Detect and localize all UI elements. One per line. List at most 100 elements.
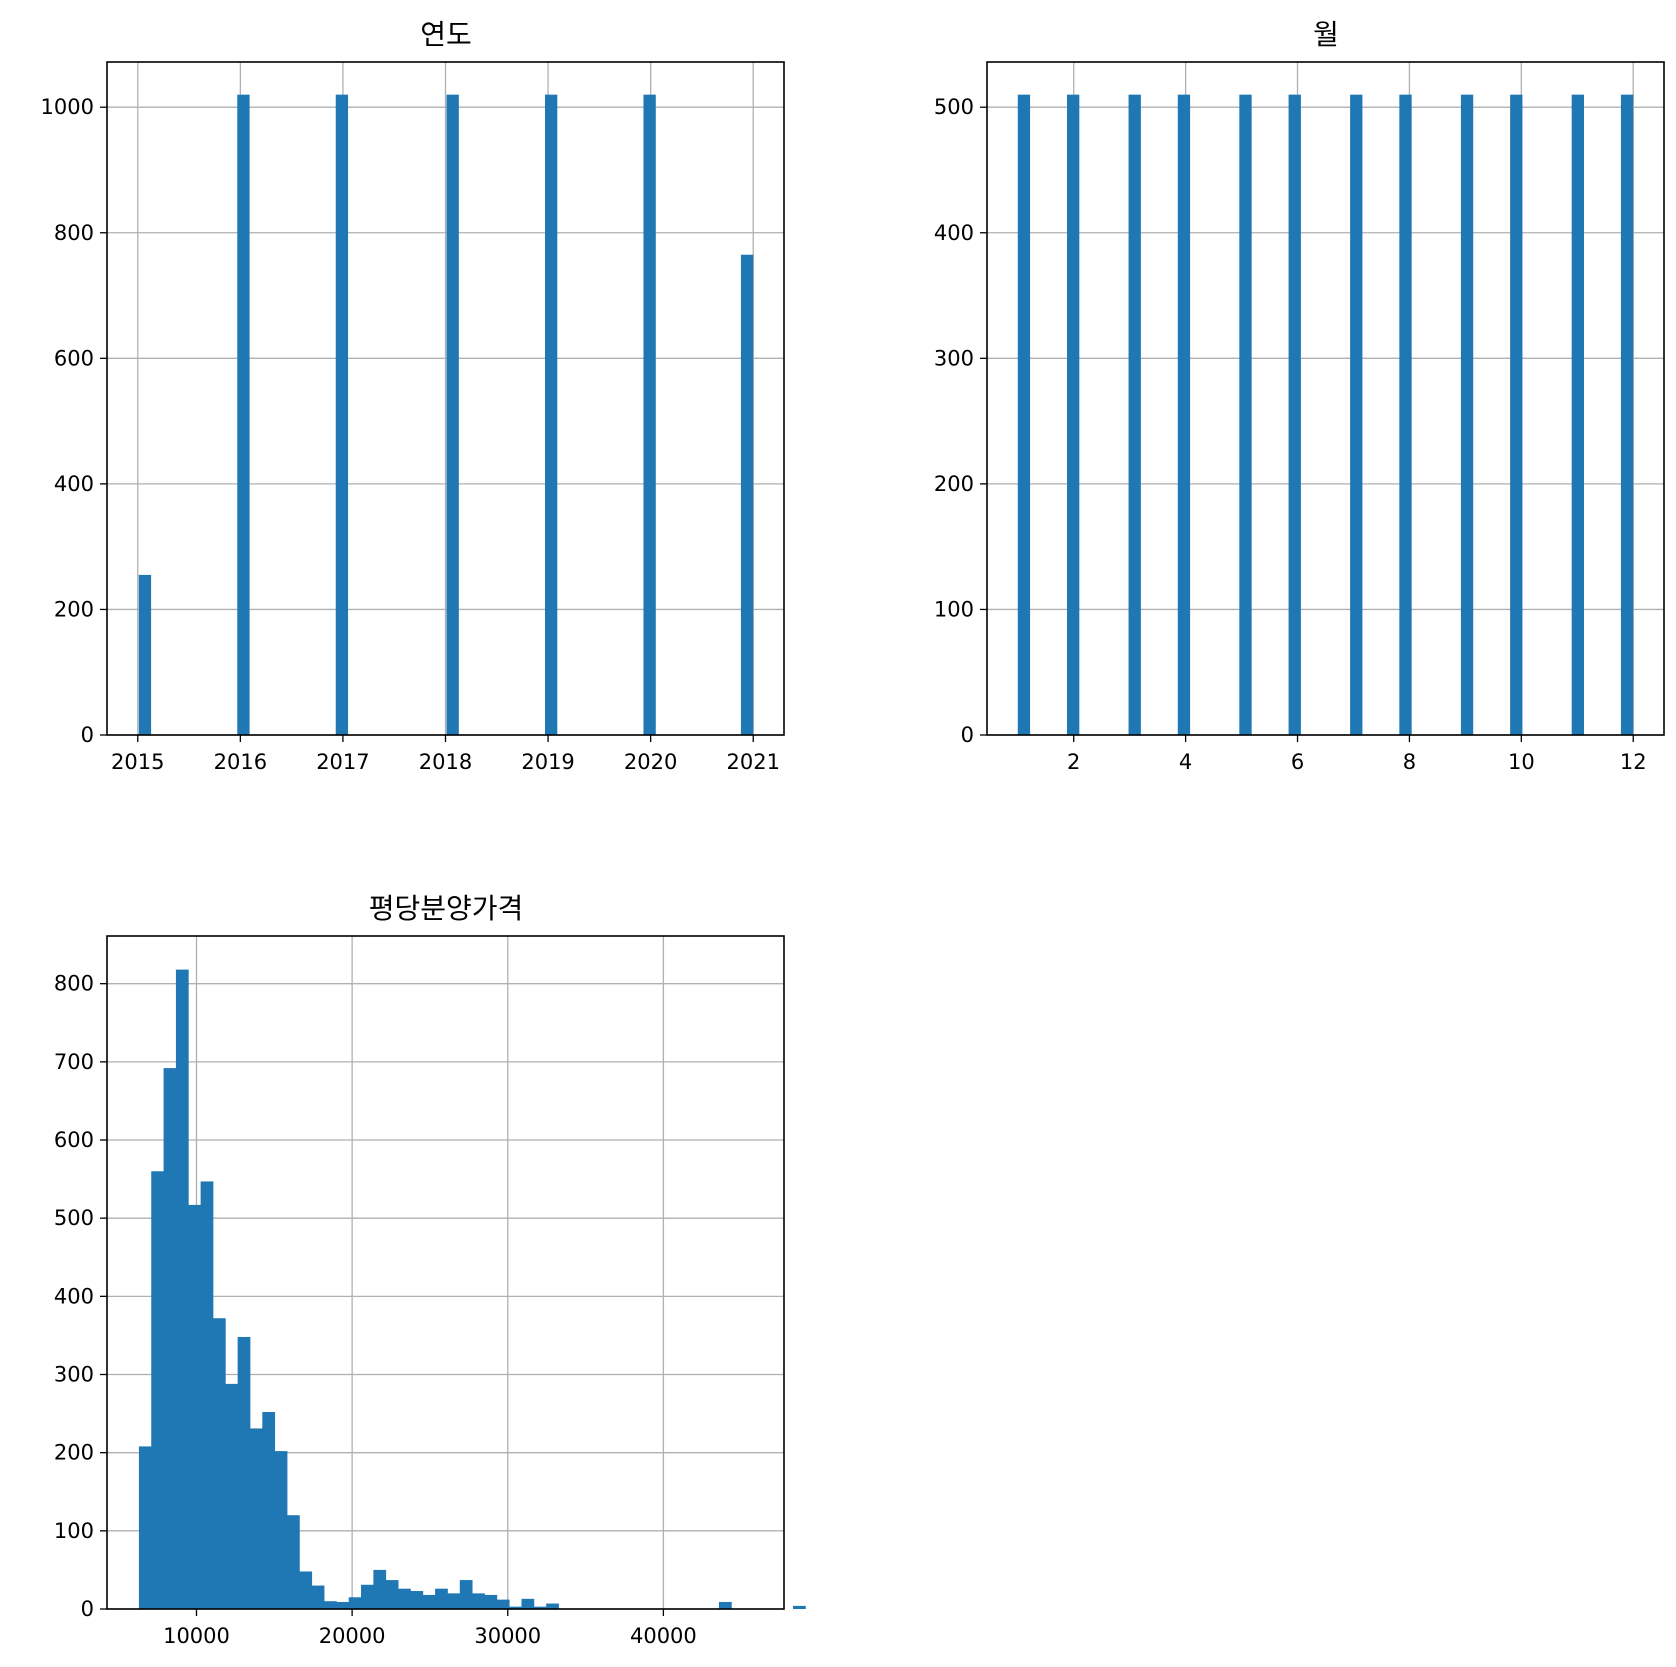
price-bar bbox=[299, 1571, 313, 1609]
month-bar bbox=[1571, 94, 1584, 736]
price-xtick-label: 10000 bbox=[163, 1624, 230, 1648]
price-bar bbox=[447, 1593, 461, 1609]
price-ytick-label: 400 bbox=[54, 1284, 94, 1308]
month-ytick-label: 200 bbox=[934, 472, 974, 496]
price-bar bbox=[138, 1446, 152, 1609]
price-bar bbox=[373, 1569, 387, 1609]
month-xtick-label: 4 bbox=[1179, 750, 1192, 774]
year-histogram-panel: 연도 2015 2016 2017 2018 2019 2020 2021 0 200 400 60… bbox=[41, 18, 785, 774]
month-axes-frame bbox=[986, 61, 1665, 736]
price-bar bbox=[521, 1598, 535, 1609]
price-axes-frame bbox=[106, 935, 785, 1610]
month-ytick-label: 0 bbox=[961, 723, 974, 747]
price-bar bbox=[336, 1601, 350, 1609]
month-bar bbox=[1067, 94, 1080, 736]
price-bar bbox=[546, 1603, 559, 1609]
price-bar bbox=[459, 1580, 473, 1609]
price-bar bbox=[262, 1412, 276, 1609]
price-per-pyeong-histogram-panel: 평당분양가격 10000 20000 30000 40000 0 100 200 300 400… bbox=[54, 892, 806, 1648]
month-bar bbox=[1510, 94, 1523, 736]
price-ytick-label: 100 bbox=[54, 1519, 94, 1543]
price-bar bbox=[274, 1451, 288, 1609]
year-xtick-label: 2017 bbox=[316, 750, 369, 774]
year-xtick-label: 2016 bbox=[214, 750, 267, 774]
year-bar bbox=[643, 94, 656, 736]
price-bar bbox=[249, 1428, 263, 1609]
price-bar bbox=[472, 1593, 485, 1609]
month-bar bbox=[1399, 94, 1412, 736]
month-ytick-label: 400 bbox=[934, 221, 974, 245]
month-xtick-label: 8 bbox=[1403, 750, 1416, 774]
year-xtick-label: 2018 bbox=[419, 750, 472, 774]
price-bar bbox=[163, 1068, 177, 1609]
price-bar bbox=[496, 1599, 510, 1609]
price-bar bbox=[398, 1588, 411, 1609]
price-ytick-label: 700 bbox=[54, 1050, 94, 1074]
month-bar bbox=[1620, 94, 1634, 736]
month-bar bbox=[1239, 94, 1252, 736]
price-bar bbox=[348, 1597, 362, 1609]
price-xtick-label: 40000 bbox=[630, 1624, 697, 1648]
month-xtick-label: 12 bbox=[1620, 750, 1647, 774]
month-bar bbox=[1350, 94, 1363, 736]
price-bar bbox=[533, 1606, 547, 1609]
month-histogram-panel: 월 2 4 6 8 10 12 0 100 200 300 400 500 bbox=[934, 18, 1665, 774]
price-bar bbox=[410, 1591, 424, 1609]
price-bar bbox=[324, 1601, 337, 1609]
year-ytick-label: 800 bbox=[54, 221, 94, 245]
month-ytick-label: 500 bbox=[934, 95, 974, 119]
year-bar bbox=[237, 94, 250, 736]
price-bar bbox=[361, 1584, 374, 1609]
price-bar bbox=[188, 1204, 202, 1609]
price-chart-title: 평당분양가격 bbox=[369, 892, 524, 925]
price-bar bbox=[509, 1606, 522, 1609]
price-xtick-label: 20000 bbox=[319, 1624, 386, 1648]
month-bar bbox=[1177, 94, 1191, 736]
year-ytick-label: 400 bbox=[54, 472, 94, 496]
year-xtick-label: 2020 bbox=[624, 750, 677, 774]
price-ytick-label: 600 bbox=[54, 1128, 94, 1152]
month-xtick-label: 10 bbox=[1508, 750, 1535, 774]
price-bar bbox=[200, 1181, 214, 1609]
price-xtick-label: 30000 bbox=[474, 1624, 541, 1648]
month-ytick-label: 100 bbox=[934, 597, 974, 621]
price-bar bbox=[385, 1580, 399, 1609]
month-xtick-label: 2 bbox=[1067, 750, 1080, 774]
price-bar bbox=[484, 1594, 498, 1609]
price-ytick-label: 300 bbox=[54, 1363, 94, 1387]
year-ytick-label: 0 bbox=[81, 723, 94, 747]
year-ytick-label: 1000 bbox=[41, 95, 94, 119]
price-bar bbox=[151, 1171, 164, 1609]
year-bar bbox=[740, 254, 754, 736]
year-chart-title: 연도 bbox=[420, 18, 472, 51]
year-ytick-label: 200 bbox=[54, 597, 94, 621]
year-xtick-label: 2019 bbox=[521, 750, 574, 774]
price-bar bbox=[435, 1588, 448, 1609]
price-bar bbox=[237, 1336, 251, 1609]
price-bar bbox=[287, 1515, 300, 1609]
price-ytick-label: 800 bbox=[54, 972, 94, 996]
price-bar bbox=[793, 1605, 806, 1609]
price-bar bbox=[212, 1318, 226, 1609]
month-xtick-label: 6 bbox=[1291, 750, 1304, 774]
year-bar bbox=[446, 94, 459, 736]
year-xtick-label: 2015 bbox=[111, 750, 164, 774]
price-bar bbox=[225, 1383, 239, 1609]
month-bar bbox=[1128, 94, 1141, 736]
month-bar bbox=[1288, 94, 1301, 736]
year-ytick-label: 600 bbox=[54, 346, 94, 370]
year-bar bbox=[544, 94, 558, 736]
price-bar bbox=[422, 1594, 436, 1609]
year-bar bbox=[335, 94, 349, 736]
price-ytick-label: 200 bbox=[54, 1441, 94, 1465]
year-bar bbox=[138, 574, 152, 735]
price-bar bbox=[311, 1585, 325, 1609]
month-chart-title: 월 bbox=[1313, 18, 1339, 51]
month-bar bbox=[1460, 94, 1474, 736]
price-bar bbox=[718, 1601, 732, 1609]
year-xtick-label: 2021 bbox=[727, 750, 780, 774]
price-ytick-label: 500 bbox=[54, 1206, 94, 1230]
month-bar bbox=[1017, 94, 1031, 736]
